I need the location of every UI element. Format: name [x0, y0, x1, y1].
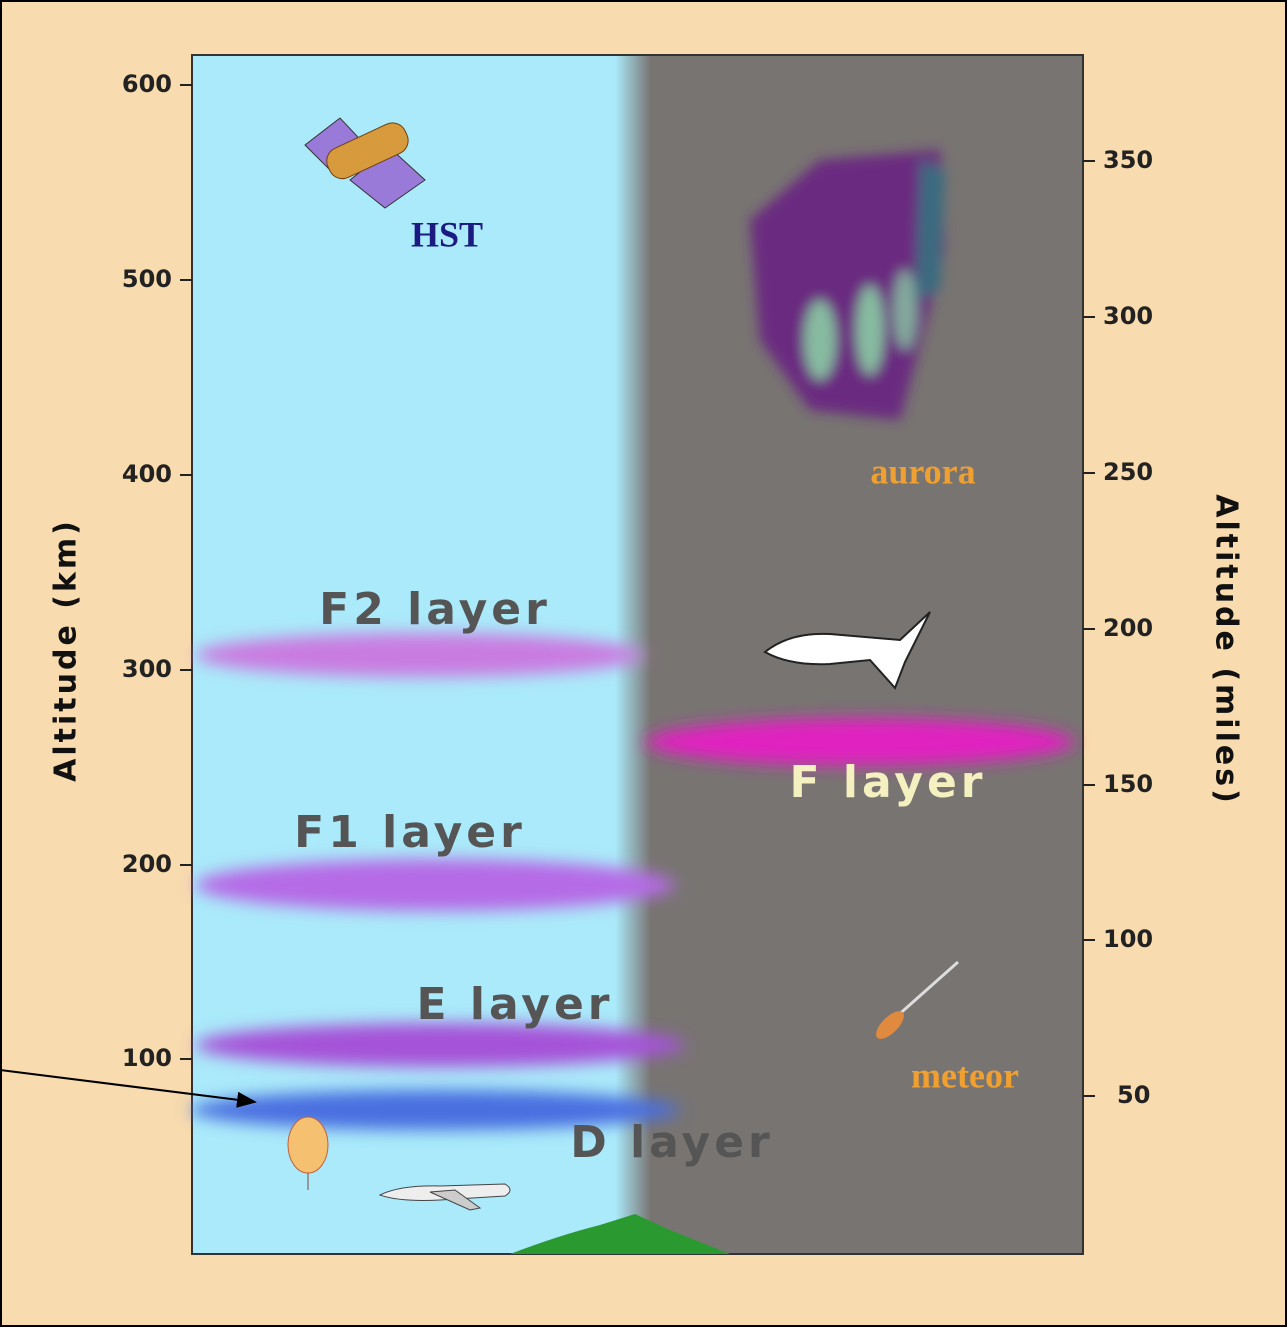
object-label: aurora	[870, 451, 975, 491]
axis-label: Altitude (km)	[49, 518, 84, 782]
axis-label: Altitude (miles)	[1209, 494, 1244, 806]
layer-label: F layer	[789, 757, 986, 808]
layer-label: F2 layer	[319, 584, 551, 635]
tick-label: 200	[1103, 614, 1153, 642]
tick-label: 300	[1103, 302, 1153, 330]
tick-label: 50	[1117, 1081, 1150, 1109]
layer-label: E layer	[416, 979, 613, 1030]
object-label: meteor	[911, 1055, 1019, 1095]
tick-label: 300	[122, 655, 172, 683]
layer-label: D layer	[570, 1117, 773, 1168]
tick-label: 200	[122, 850, 172, 878]
tick-label: 400	[122, 460, 172, 488]
tick-label: 100	[122, 1044, 172, 1072]
tick-label: 150	[1103, 770, 1153, 798]
layer-label: F1 layer	[294, 807, 526, 858]
tick-label: 350	[1103, 146, 1153, 174]
tick-label: 250	[1103, 458, 1153, 486]
object-label: HST	[411, 214, 483, 254]
diagram: 600 500 400 300 200 100 Altitude (km) 35…	[0, 0, 1287, 1327]
tick-label: 600	[122, 70, 172, 98]
tick-label: 100	[1103, 925, 1153, 953]
tick-label: 500	[122, 265, 172, 293]
